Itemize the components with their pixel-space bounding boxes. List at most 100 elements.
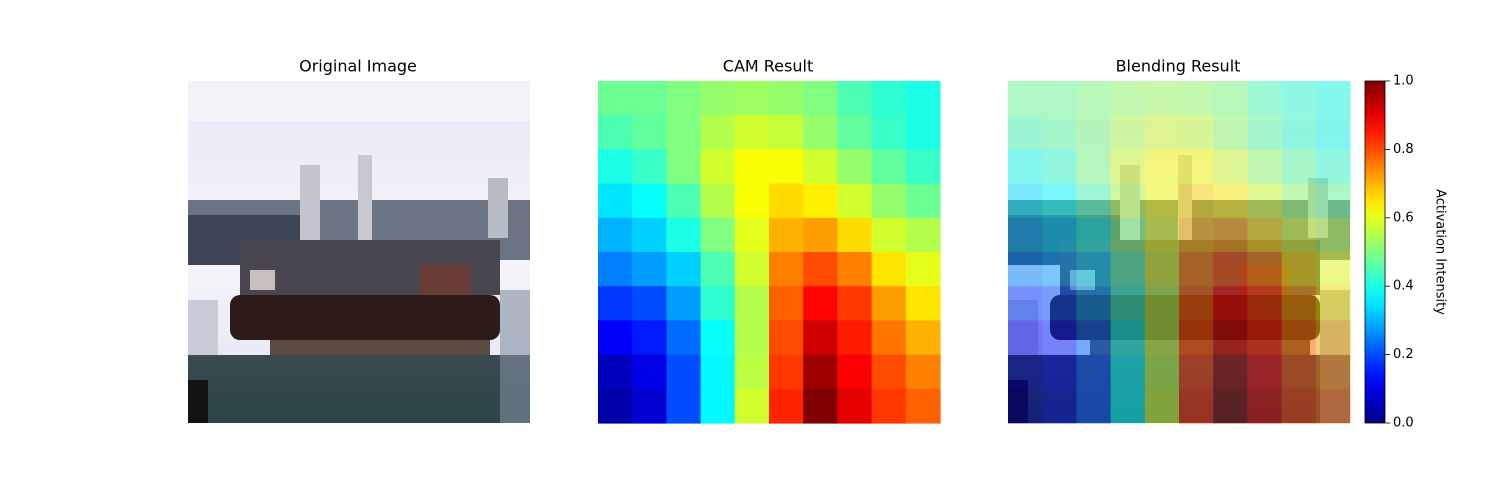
heat-cell xyxy=(905,115,941,150)
heat-cell xyxy=(1008,115,1043,150)
original-image xyxy=(188,81,530,423)
heat-cell xyxy=(632,149,667,185)
heat-cell xyxy=(769,252,804,287)
heat-cell xyxy=(803,320,838,356)
heat-cell xyxy=(1144,81,1180,116)
heat-cell xyxy=(1076,115,1112,150)
heat-cell xyxy=(905,183,941,219)
heat-cell xyxy=(1042,286,1077,321)
heat-cell xyxy=(1247,252,1283,287)
heat-cell xyxy=(598,149,633,185)
heat-cell xyxy=(1008,81,1043,116)
heat-cell xyxy=(1247,81,1283,116)
heat-cell xyxy=(1281,354,1317,390)
heat-cell xyxy=(1315,388,1351,424)
heat-cell xyxy=(871,81,907,116)
heat-cell xyxy=(1008,320,1043,356)
heat-cell xyxy=(598,320,633,356)
heat-cell xyxy=(871,388,907,424)
heat-cell xyxy=(734,81,770,116)
heat-cell xyxy=(1213,354,1248,390)
heat-cell xyxy=(1144,217,1180,253)
heat-cell xyxy=(803,217,838,253)
heat-cell xyxy=(734,115,770,150)
heat-cell xyxy=(1008,388,1043,424)
heat-cell xyxy=(905,320,941,356)
heat-cell xyxy=(769,320,804,356)
heat-cell xyxy=(1110,252,1146,287)
heat-cell xyxy=(871,149,907,185)
heat-cell xyxy=(598,286,633,321)
heat-cell xyxy=(1213,115,1248,150)
heat-cell xyxy=(803,81,838,116)
heat-cell xyxy=(1179,115,1214,150)
heat-cell xyxy=(632,320,667,356)
heat-cell xyxy=(1213,286,1248,321)
heat-cell xyxy=(700,320,736,356)
heat-cell xyxy=(700,354,736,390)
heat-cell xyxy=(1247,183,1283,219)
panel-title: CAM Result xyxy=(723,57,813,76)
heat-cell xyxy=(837,115,873,150)
heat-cell xyxy=(666,252,702,287)
heat-cell xyxy=(700,286,736,321)
heat-cell xyxy=(1076,286,1112,321)
heat-cell xyxy=(1144,320,1180,356)
heat-cell xyxy=(666,115,702,150)
heat-cell xyxy=(905,81,941,116)
heat-cell xyxy=(871,286,907,321)
heat-cell xyxy=(1213,149,1248,185)
heat-cell xyxy=(1247,286,1283,321)
heat-cell xyxy=(734,388,770,424)
heatmap xyxy=(1008,81,1351,424)
heat-cell xyxy=(1315,217,1351,253)
heat-cell xyxy=(769,217,804,253)
heat-cell xyxy=(837,183,873,219)
heat-cell xyxy=(769,286,804,321)
heat-cell xyxy=(598,217,633,253)
colorbar-tick-label: 0.0 xyxy=(1393,416,1414,431)
heat-cell xyxy=(871,217,907,253)
heat-cell xyxy=(1076,388,1112,424)
heat-cell xyxy=(1281,183,1317,219)
heat-cell xyxy=(803,115,838,150)
heat-cell xyxy=(1213,81,1248,116)
heat-cell xyxy=(803,183,838,219)
heat-cell xyxy=(1281,149,1317,185)
heat-cell xyxy=(905,149,941,185)
heat-cell xyxy=(905,388,941,424)
heat-cell xyxy=(1144,354,1180,390)
colorbar-tick-label: 0.4 xyxy=(1393,279,1414,294)
heat-cell xyxy=(769,354,804,390)
heat-cell xyxy=(1179,217,1214,253)
heat-cell xyxy=(905,354,941,390)
heat-cell xyxy=(632,354,667,390)
heat-cell xyxy=(803,354,838,390)
heat-cell xyxy=(1247,217,1283,253)
heat-cell xyxy=(1042,388,1077,424)
heat-cell xyxy=(803,252,838,287)
heat-cell xyxy=(1042,320,1077,356)
heat-cell xyxy=(598,81,633,116)
heat-cell xyxy=(632,388,667,424)
heat-cell xyxy=(1247,388,1283,424)
heat-cell xyxy=(1042,252,1077,287)
heat-cell xyxy=(1110,286,1146,321)
heat-cell xyxy=(1281,286,1317,321)
heat-cell xyxy=(632,115,667,150)
heat-cell xyxy=(632,286,667,321)
heat-cell xyxy=(1315,252,1351,287)
colorbar-tick-label: 1.0 xyxy=(1393,74,1414,89)
heat-cell xyxy=(1076,354,1112,390)
heat-cell xyxy=(1144,286,1180,321)
heat-cell xyxy=(905,286,941,321)
heat-cell xyxy=(1213,183,1248,219)
heat-cell xyxy=(803,149,838,185)
heat-cell xyxy=(1076,252,1112,287)
heat-cell xyxy=(1110,183,1146,219)
heatmap xyxy=(598,81,941,424)
heat-cell xyxy=(837,354,873,390)
heat-cell xyxy=(1247,115,1283,150)
heat-cell xyxy=(1144,149,1180,185)
heat-cell xyxy=(632,252,667,287)
